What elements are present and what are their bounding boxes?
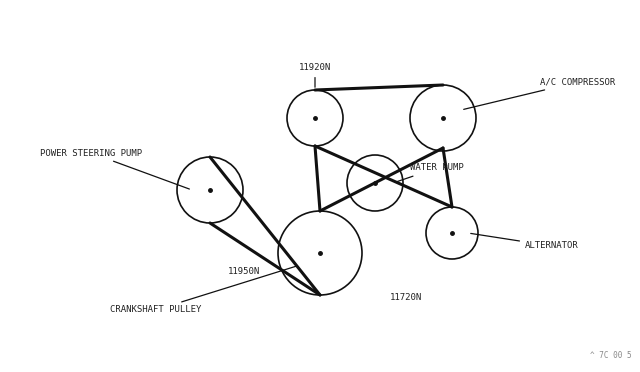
Text: ALTERNATOR: ALTERNATOR <box>471 233 579 250</box>
Text: A/C COMPRESSOR: A/C COMPRESSOR <box>464 77 615 109</box>
Text: 11720N: 11720N <box>390 294 422 302</box>
Text: ^ 7C 00 5: ^ 7C 00 5 <box>590 351 632 360</box>
Text: WATER PUMP: WATER PUMP <box>396 164 464 182</box>
Text: 11920N: 11920N <box>299 63 331 87</box>
Text: CRANKSHAFT PULLEY: CRANKSHAFT PULLEY <box>110 266 298 314</box>
Text: 11950N: 11950N <box>228 266 260 276</box>
Text: POWER STEERING PUMP: POWER STEERING PUMP <box>40 148 189 189</box>
